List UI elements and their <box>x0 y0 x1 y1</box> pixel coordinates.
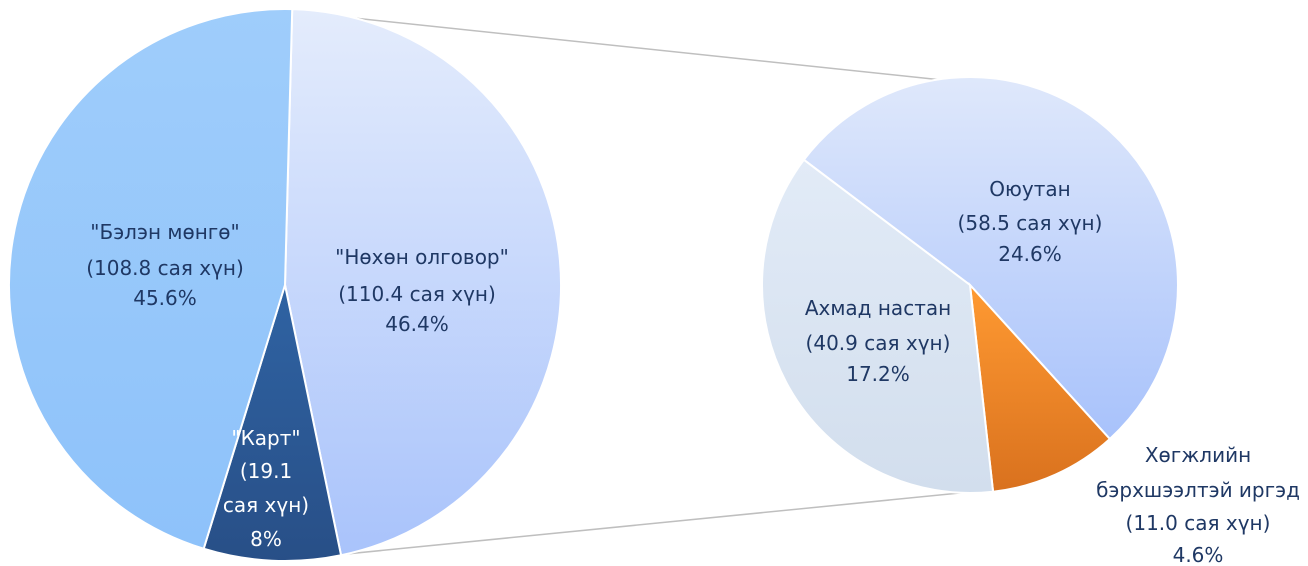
main-pie <box>8 8 563 562</box>
pie-slice-oyutan <box>802 76 1179 441</box>
pie-slice-akhmad-nastan <box>761 158 995 495</box>
slice-percent-oyutan: 24.6% <box>998 242 1062 266</box>
slice-detail-akhmad-nastan: (40.9 сая хүн) <box>806 331 951 355</box>
slice-label-akhmad-nastan: Ахмад настан <box>805 296 951 320</box>
pie-slice-khogjliin-berkhsheeltei <box>968 282 1112 493</box>
slice-percent-kart: 8% <box>250 527 282 551</box>
connector-line-bottom <box>315 489 991 558</box>
slice-detail-belen-mongo: (108.8 сая хүн) <box>86 256 244 280</box>
connector-line-top <box>315 13 981 85</box>
pie-slice-kart <box>202 284 343 562</box>
slice-percent-akhmad-nastan: 17.2% <box>846 362 910 386</box>
slice-detail-nokhon-olgovor: (110.4 сая хүн) <box>338 282 496 306</box>
pie-slice-belen-mongo <box>8 8 294 551</box>
slice-percent-khogjliin: 4.6% <box>1173 543 1224 566</box>
slice-label-oyutan: Оюутан <box>989 177 1070 201</box>
slice-label-belen-mongo: "Бэлэн мөнгө" <box>90 220 239 244</box>
slice-detail-oyutan: (58.5 сая хүн) <box>958 211 1103 235</box>
slice-percent-nokhon-olgovor: 46.4% <box>385 312 449 336</box>
slice-label-nokhon-olgovor: "Нөхөн олговор" <box>335 245 509 269</box>
slice-detail-kart-line1: (19.1 <box>240 459 292 483</box>
slice-percent-belen-mongo: 45.6% <box>133 286 197 310</box>
slice-label-khogjliin-line2: бэрхшээлтэй иргэд <box>1096 478 1300 502</box>
slice-detail-kart-line2: сая хүн) <box>223 493 309 517</box>
slice-label-khogjliin-line1: Хөгжлийн <box>1145 443 1251 467</box>
pie-slice-nokhon-olgovor <box>283 8 563 557</box>
slice-label-kart: "Карт" <box>231 426 300 450</box>
slice-detail-khogjliin: (11.0 сая хүн) <box>1126 511 1271 535</box>
breakdown-pie <box>761 76 1179 495</box>
